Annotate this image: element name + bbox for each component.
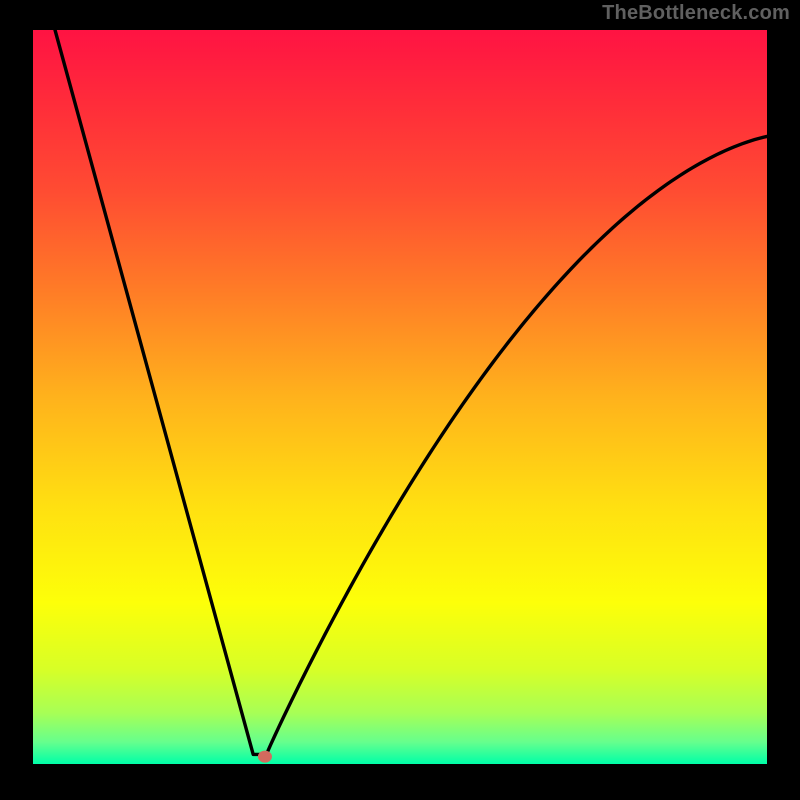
chart-frame: TheBottleneck.com xyxy=(0,0,800,800)
optimal-point-marker xyxy=(258,751,272,763)
bottleneck-chart xyxy=(0,0,800,800)
gradient-background xyxy=(33,30,767,764)
watermark-text: TheBottleneck.com xyxy=(602,2,790,25)
